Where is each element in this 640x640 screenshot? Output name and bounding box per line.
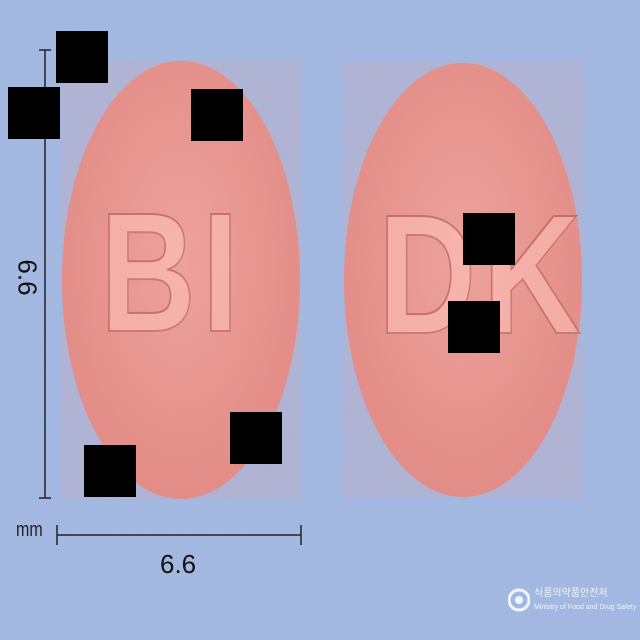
pill-back: [343, 62, 583, 498]
pill-front: [61, 60, 301, 500]
redaction-box: [191, 89, 243, 141]
unit-label: mm: [16, 519, 43, 541]
watermark-title: 식품의약품안전처: [534, 588, 608, 599]
ministry-logo-icon: [508, 588, 530, 612]
ministry-watermark: 식품의약품안전처 Ministry of Food and Drug Safet…: [506, 582, 636, 622]
height-measurement: 6.6: [12, 259, 43, 296]
redaction-box: [56, 31, 108, 83]
redaction-box: [230, 412, 282, 464]
width-measurement: 6.6: [160, 549, 197, 579]
redaction-box: [463, 213, 515, 265]
watermark-subtitle: Ministry of Food and Drug Safety: [534, 604, 637, 611]
redaction-box: [8, 87, 60, 139]
pill-imprint-front: BI: [99, 178, 246, 368]
redaction-box: [84, 445, 136, 497]
redaction-box: [448, 301, 500, 353]
